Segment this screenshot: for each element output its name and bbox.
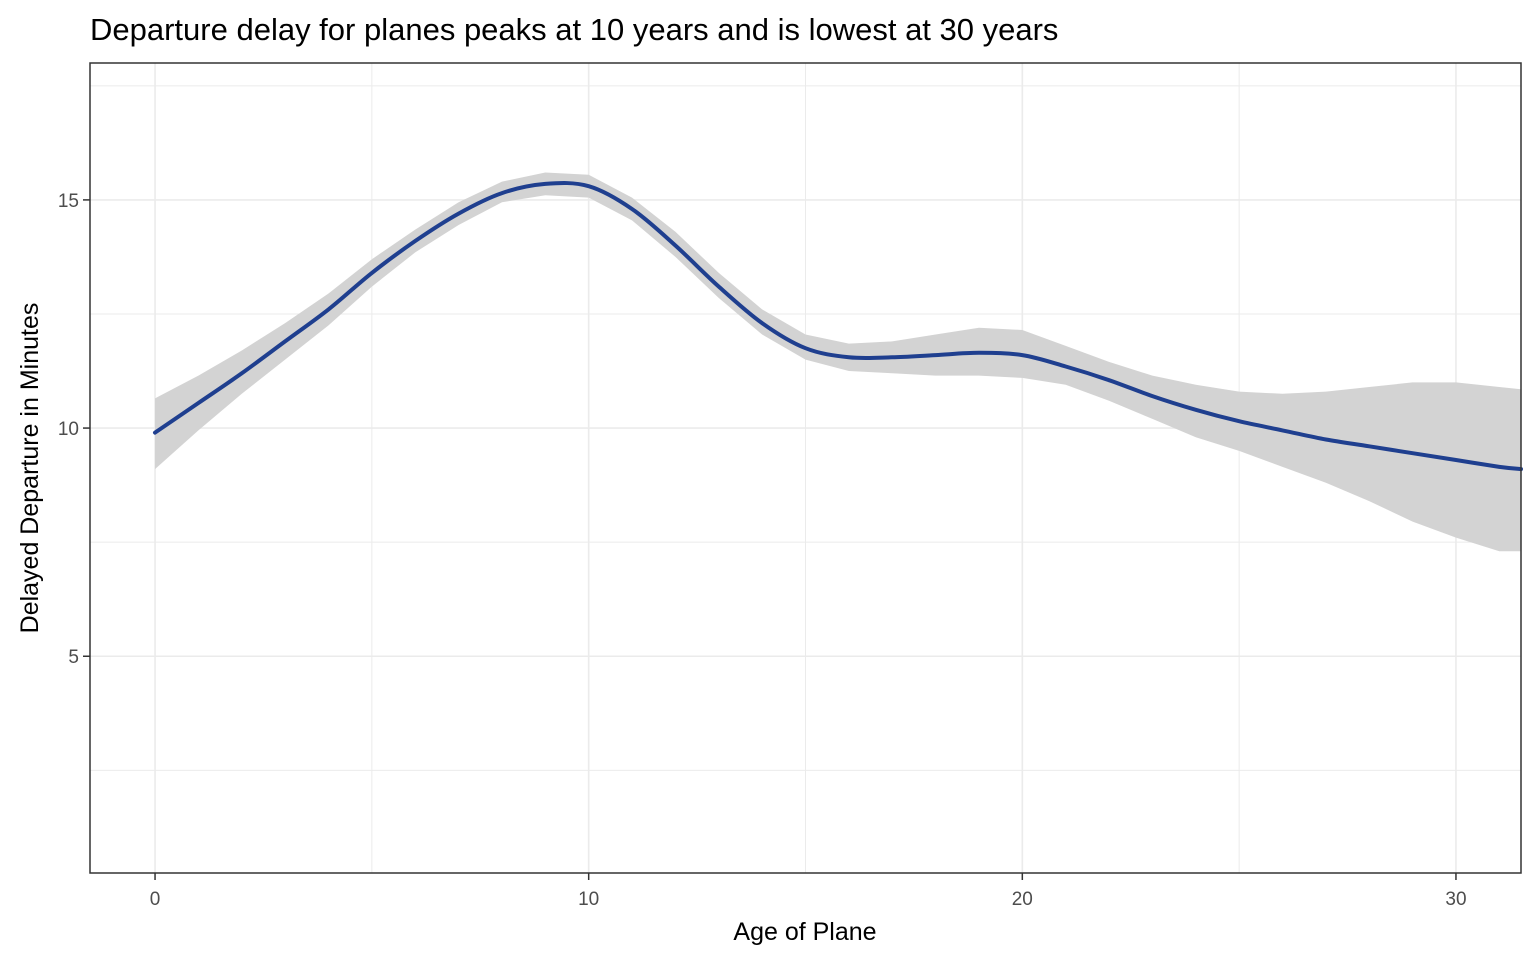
panel-border xyxy=(89,62,1522,874)
y-tick-label: 5 xyxy=(68,647,79,668)
x-tick-label: 10 xyxy=(578,889,599,910)
x-axis-title: Age of Plane xyxy=(733,918,876,946)
y-tick-label: 15 xyxy=(58,191,79,212)
x-tick-label: 0 xyxy=(150,889,161,910)
smooth-line xyxy=(153,181,1523,472)
x-tick-label: 30 xyxy=(1445,889,1466,910)
y-tick-label: 10 xyxy=(58,419,79,440)
plot-panel xyxy=(89,62,1523,874)
grid-minor xyxy=(90,63,1521,873)
x-tick-label: 20 xyxy=(1012,889,1033,910)
confidence-ribbon xyxy=(155,172,1521,552)
chart-title: Departure delay for planes peaks at 10 y… xyxy=(90,12,1058,47)
y-axis: 5 10 15 xyxy=(58,191,90,668)
x-axis: 0 10 20 30 xyxy=(150,873,1467,910)
y-axis-title: Delayed Departure in Minutes xyxy=(16,303,44,634)
